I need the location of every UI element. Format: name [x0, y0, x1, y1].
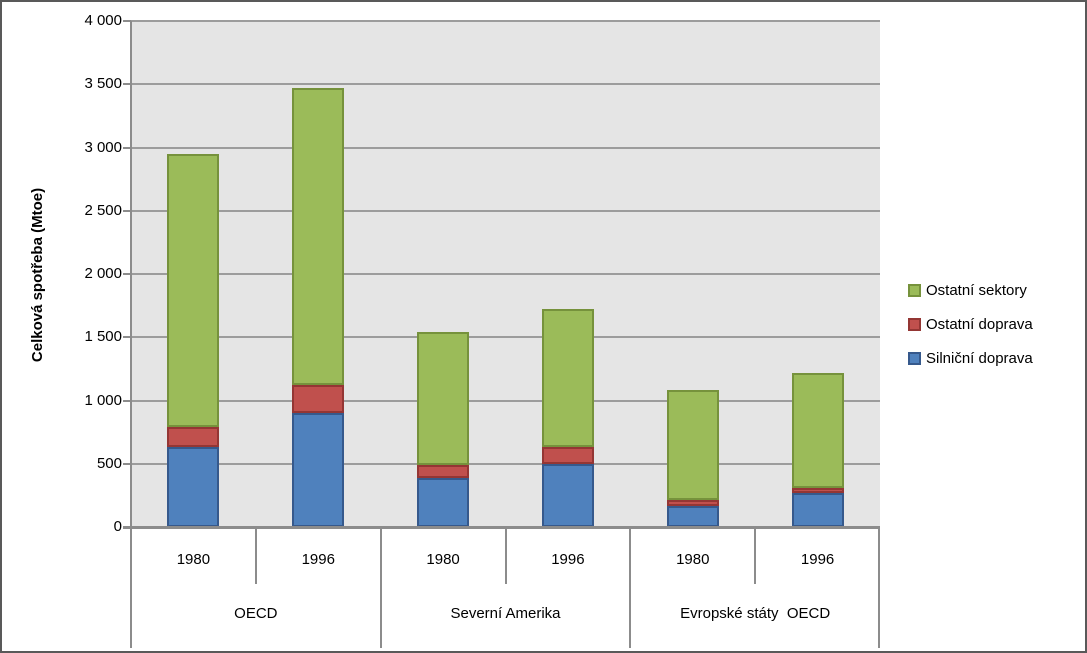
x-year-label: 1980 — [176, 551, 211, 568]
legend-label: Silniční doprava — [926, 349, 1033, 367]
y-tick — [123, 336, 131, 339]
bar-segment — [541, 447, 594, 464]
y-tick — [123, 273, 131, 275]
legend-swatch-icon — [908, 283, 921, 297]
gridline — [131, 209, 880, 212]
bar-segment — [541, 309, 594, 448]
legend: Ostatní sektory Ostatní doprava Silniční d… — [908, 279, 1033, 381]
bar-segment — [666, 500, 719, 506]
y-tick-label: 500 — [96, 454, 122, 472]
y-tick — [123, 83, 131, 86]
y-tick-label: 0 — [113, 518, 122, 535]
y-tick-label: 3 500 — [84, 75, 122, 93]
x-group-separator — [629, 527, 632, 648]
x-year-separator — [504, 527, 507, 584]
legend-item: Silniční doprava — [908, 347, 1033, 369]
y-tick-label: 2 500 — [84, 201, 122, 219]
y-tick — [123, 146, 131, 149]
y-tick-label: 3 000 — [84, 138, 122, 156]
gridline — [131, 20, 880, 22]
bar-segment — [791, 487, 844, 493]
bar-segment — [167, 153, 220, 428]
bar-segment — [791, 492, 844, 527]
x-year-label: 1996 — [301, 551, 335, 568]
x-group-separator — [878, 527, 880, 648]
bar-segment — [167, 427, 220, 448]
bar-segment — [417, 477, 470, 527]
y-tick — [123, 526, 131, 528]
bar-segment — [167, 447, 220, 527]
y-tick-label: 1 000 — [84, 391, 122, 409]
gridline — [131, 399, 880, 402]
bar-segment — [417, 465, 470, 478]
gridline — [131, 273, 880, 275]
y-tick — [123, 462, 131, 465]
y-tick-label: 1 500 — [84, 328, 122, 346]
gridline — [131, 336, 880, 339]
x-group-label: Severní Amerika — [450, 605, 561, 622]
bar-segment — [541, 463, 594, 527]
x-year-label: 1980 — [426, 551, 460, 568]
y-axis-line — [130, 21, 132, 648]
gridline — [131, 462, 880, 465]
x-year-label: 1980 — [676, 551, 710, 568]
bar-segment — [292, 88, 345, 386]
x-group-separator — [379, 527, 382, 648]
x-group-label: OECD — [234, 605, 278, 622]
x-year-label: 1996 — [551, 551, 585, 568]
legend-item: Ostatní doprava — [908, 313, 1033, 335]
bar-segment — [666, 390, 719, 501]
plot-area — [131, 20, 880, 527]
x-group-separator — [130, 527, 132, 648]
gridline — [131, 83, 880, 86]
bar-segment — [666, 505, 719, 527]
legend-label: Ostatní sektory — [926, 281, 1027, 299]
bar-segment — [791, 372, 844, 488]
bar-segment — [292, 413, 345, 527]
legend-swatch-icon — [908, 317, 921, 331]
x-year-separator — [254, 527, 257, 584]
bar-segment — [417, 332, 470, 466]
x-group-label: Evropské státy OECD — [680, 605, 831, 622]
x-year-label: 1996 — [800, 551, 835, 568]
y-tick-label: 2 000 — [84, 265, 122, 282]
legend-item: Ostatní sektory — [908, 279, 1033, 301]
legend-swatch-icon — [908, 351, 921, 365]
legend-label: Ostatní doprava — [926, 315, 1033, 333]
y-tick — [123, 399, 131, 402]
y-tick-label: 4 000 — [84, 12, 122, 29]
x-axis-baseline — [123, 526, 880, 529]
y-tick — [123, 209, 131, 212]
bar-segment — [292, 385, 345, 414]
gridline — [131, 146, 880, 149]
x-year-separator — [754, 527, 757, 584]
y-tick — [123, 20, 131, 22]
